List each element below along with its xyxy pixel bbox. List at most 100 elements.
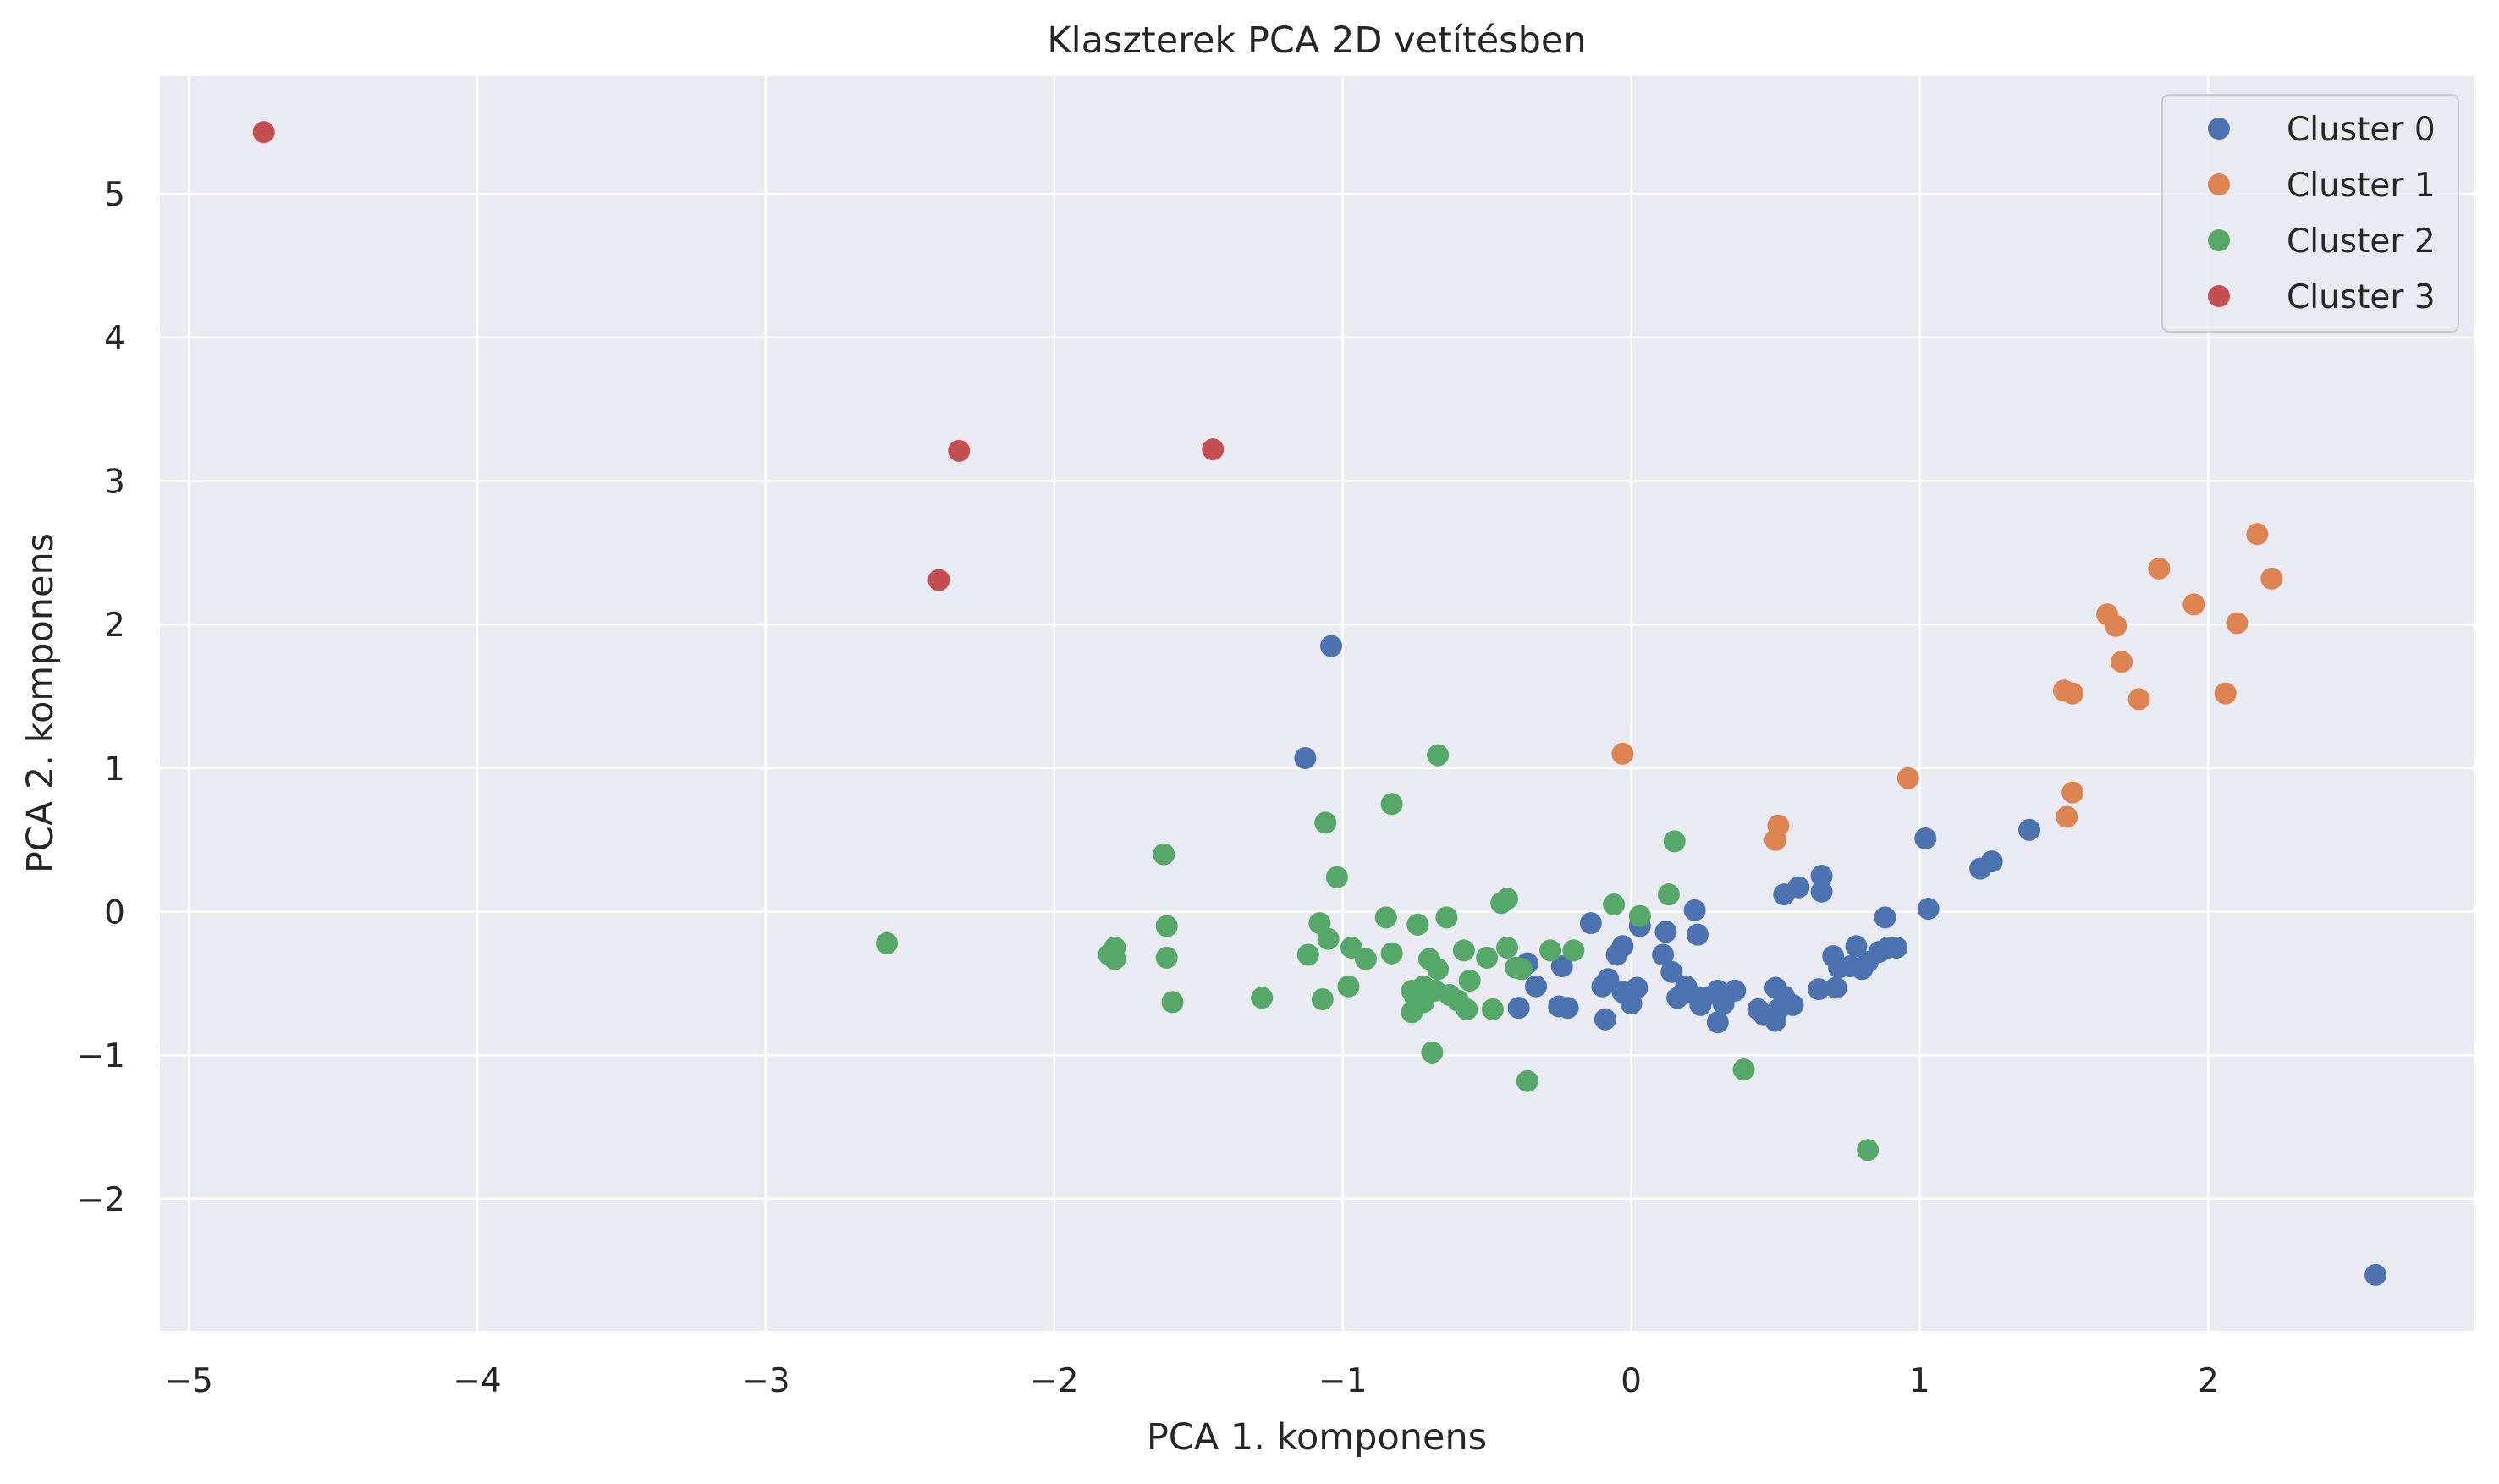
data-point <box>1317 927 1340 950</box>
data-point <box>1495 936 1518 959</box>
data-point <box>1427 744 1450 767</box>
data-point <box>1683 899 1706 921</box>
legend-marker <box>2208 229 2230 251</box>
data-point <box>252 121 275 144</box>
data-point <box>1885 936 1908 959</box>
data-point <box>1380 942 1403 965</box>
series-1 <box>1611 523 2283 851</box>
data-point <box>1896 767 1919 789</box>
data-point <box>1421 1041 1444 1064</box>
plot-area <box>160 76 2474 1331</box>
legend-box <box>2161 94 2459 333</box>
data-point <box>1374 906 1397 929</box>
x-axis-ticks: −5 −4 −3 −2 −1 0 1 2 <box>164 1362 2218 1400</box>
series-3 <box>252 121 1225 591</box>
legend-label: Cluster 2 <box>2287 223 2436 261</box>
data-point <box>1657 883 1680 906</box>
data-point <box>1511 958 1533 981</box>
legend-label: Cluster 3 <box>2287 278 2436 316</box>
data-point <box>1337 975 1360 998</box>
x-tick-label: 2 <box>2198 1362 2219 1400</box>
data-point <box>2105 614 2127 637</box>
data-point <box>1597 968 1620 991</box>
data-point <box>1579 912 1602 935</box>
data-point <box>1603 893 1626 916</box>
data-point <box>1311 988 1334 1011</box>
data-point <box>1516 1069 1538 1092</box>
data-point <box>1550 955 1573 978</box>
legend-marker <box>2208 285 2230 307</box>
data-point <box>1314 811 1337 834</box>
data-point <box>1476 946 1499 969</box>
data-point <box>1495 888 1518 910</box>
data-point <box>2364 1263 2387 1286</box>
x-tick-label: −3 <box>741 1362 790 1400</box>
data-point <box>1153 843 1175 866</box>
data-point <box>1917 898 1940 921</box>
x-axis-label: PCA 1. komponens <box>1147 1416 1487 1459</box>
data-point <box>2226 612 2249 635</box>
legend: Cluster 0 Cluster 1 Cluster 2 Cluster 3 <box>2161 94 2459 333</box>
y-tick-label: 5 <box>104 176 125 214</box>
data-point <box>1562 939 1585 962</box>
data-point <box>1294 746 1317 769</box>
data-point <box>1810 865 1833 888</box>
data-point <box>1706 1011 1729 1034</box>
x-tick-label: −4 <box>453 1362 502 1400</box>
data-point <box>1296 943 1319 966</box>
legend-marker <box>2208 118 2230 140</box>
data-point <box>1155 915 1178 937</box>
data-point <box>1781 993 1804 1016</box>
data-point <box>1724 979 1747 1002</box>
data-point <box>1857 1139 1880 1162</box>
data-points <box>252 121 2387 1286</box>
series-0 <box>1294 635 2387 1286</box>
y-tick-label: 0 <box>104 894 125 932</box>
data-point <box>1539 939 1562 962</box>
data-point <box>1320 635 1343 657</box>
data-point <box>2148 558 2171 580</box>
data-point <box>1481 998 1504 1020</box>
data-point <box>2056 805 2078 828</box>
data-point <box>1808 978 1830 1001</box>
data-point <box>1161 991 1184 1014</box>
data-point <box>2018 818 2041 841</box>
data-point <box>2182 593 2205 616</box>
data-point <box>1914 827 1937 849</box>
x-tick-label: 1 <box>1909 1362 1930 1400</box>
y-tick-label: 2 <box>104 607 125 645</box>
x-tick-label: −2 <box>1030 1362 1079 1400</box>
data-point <box>1456 998 1478 1020</box>
data-point <box>2214 682 2237 705</box>
data-point <box>2127 688 2150 711</box>
y-tick-label: −1 <box>77 1037 126 1075</box>
data-point <box>1874 906 1896 929</box>
data-point <box>1556 997 1579 1020</box>
data-point <box>1458 969 1481 992</box>
series-2 <box>876 744 1880 1162</box>
data-point <box>948 439 971 462</box>
data-point <box>1980 850 2003 873</box>
data-point <box>1251 987 1274 1009</box>
data-point <box>1652 943 1675 966</box>
data-point <box>1380 793 1403 816</box>
data-point <box>1155 946 1178 969</box>
data-point <box>1594 1008 1616 1031</box>
data-point <box>1104 948 1126 970</box>
data-point <box>1660 960 1683 983</box>
data-point <box>1810 880 1833 903</box>
data-point <box>2061 682 2084 705</box>
data-point <box>1611 742 1634 765</box>
legend-label: Cluster 0 <box>2287 111 2436 149</box>
data-point <box>1787 876 1810 899</box>
data-point <box>1525 975 1548 998</box>
data-point <box>2111 651 2133 673</box>
legend-marker <box>2208 173 2230 195</box>
data-point <box>1325 866 1348 888</box>
data-point <box>1427 958 1450 981</box>
y-tick-label: −2 <box>77 1181 126 1219</box>
x-tick-label: 0 <box>1621 1362 1642 1400</box>
data-point <box>2260 567 2283 590</box>
data-point <box>1354 948 1377 970</box>
y-tick-label: 3 <box>104 463 125 501</box>
